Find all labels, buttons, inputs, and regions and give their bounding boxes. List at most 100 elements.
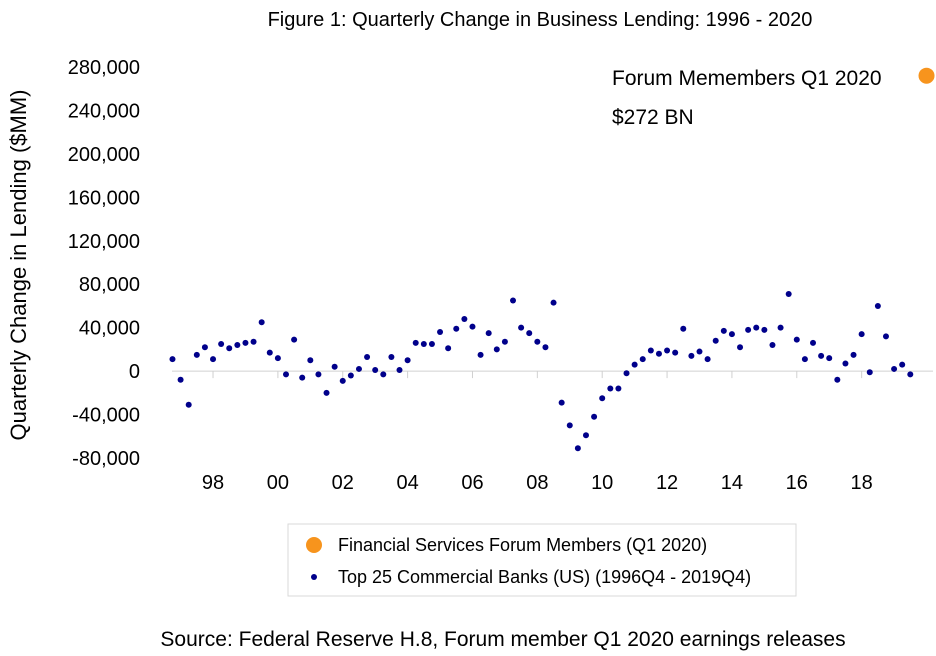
top25-bank-point [380,371,387,378]
top25-bank-point [680,325,687,332]
y-tick-label: 240,000 [68,100,140,122]
top25-bank-point [615,385,622,392]
annotation-title: Forum Memembers Q1 2020 [612,67,882,90]
top25-bank-point [753,324,760,331]
legend-box [287,523,797,597]
top25-bank-point [299,374,306,381]
top25-bank-point [250,338,257,345]
top25-bank-point [534,338,541,345]
y-tick-label: 80,000 [79,274,140,296]
top25-bank-point [469,323,476,330]
x-tick-label: 16 [786,472,808,494]
top25-bank-point [218,340,225,347]
y-axis-label: Quarterly Change in Lending ($MM) [6,90,31,441]
top25-bank-point [291,336,298,343]
y-tick-label: -80,000 [72,448,140,470]
top25-bank-point [445,345,452,352]
top25-bank-point [420,340,427,347]
top25-bank-point [566,422,573,429]
top25-bank-point [331,363,338,370]
top25-bank-point [412,339,419,346]
top25-bank-point [761,326,768,333]
top25-bank-point [882,333,889,340]
top25-bank-point [858,331,865,338]
y-axis-ticks: 280,000 240,000 200,000 160,000 120,000 80,00… [68,57,140,470]
top25-bank-point [785,290,792,297]
top25-bank-point [542,344,549,351]
top25-bank-point [477,351,484,358]
x-tick-label: 10 [591,472,613,494]
top25-bank-point [274,355,281,362]
y-tick-label: 0 [129,361,140,383]
top25-bank-point [364,353,371,360]
top25-bank-point [591,413,598,420]
top25-bank-point [485,330,492,337]
top25-bank-point [574,445,581,452]
top25-bank-point [282,371,289,378]
top25-bank-point [428,340,435,347]
top25-bank-point [169,356,176,363]
top25-bank-point [672,349,679,356]
x-tick-label: 18 [851,472,873,494]
top25-bank-point [810,339,817,346]
top25-bank-point [185,401,192,408]
forum-member-point [918,67,935,84]
x-tick-label: 04 [396,472,418,494]
top25-bank-point [769,342,776,349]
top25-bank-point [745,326,752,333]
top25-bank-point [639,356,646,363]
top25-bank-point [631,361,638,368]
top25-bank-point [899,361,906,368]
legend-marker-forum [306,537,322,553]
top25-bank-point [388,353,395,360]
y-tick-label: 160,000 [68,187,140,209]
top25-bank-point [728,331,735,338]
top25-bank-point [177,376,184,383]
top25-bank-point [201,344,208,351]
top25-bank-point [404,357,411,364]
top25-bank-point [323,389,330,396]
data-points [169,67,935,452]
y-tick-label: 200,000 [68,144,140,166]
y-tick-label: 280,000 [68,57,140,79]
x-tick-label: 98 [202,472,224,494]
top25-bank-point [664,347,671,354]
top25-bank-point [437,329,444,336]
x-tick-label: 12 [656,472,678,494]
top25-bank-point [266,349,273,356]
legend-marker-top25 [311,574,317,580]
top25-bank-point [599,395,606,402]
top25-bank-point [193,351,200,358]
top25-bank-point [558,399,565,406]
top25-bank-point [461,315,468,322]
top25-bank-point [704,356,711,363]
top25-bank-point [720,327,727,334]
top25-bank-point [842,360,849,367]
x-tick-label: 02 [332,472,354,494]
top25-bank-point [801,356,808,363]
legend-label-forum: Financial Services Forum Members (Q1 202… [338,535,707,555]
top25-bank-point [315,371,322,378]
x-axis-ticks: 98 00 02 04 06 08 10 12 14 16 18 [202,371,873,494]
top25-bank-point [339,377,346,384]
legend-label-top25: Top 25 Commercial Banks (US) (1996Q4 - 2… [338,567,751,587]
top25-bank-point [355,365,362,372]
top25-bank-point [907,371,914,378]
top25-bank-point [777,324,784,331]
top25-bank-point [453,325,460,332]
legend: Financial Services Forum Members (Q1 202… [287,523,797,597]
top25-bank-point [258,319,265,326]
top25-bank-point [623,370,630,377]
top25-bank-point [891,365,898,372]
top25-bank-point [874,302,881,309]
top25-bank-point [688,352,695,359]
y-tick-label: 120,000 [68,231,140,253]
x-tick-label: 06 [461,472,483,494]
top25-bank-point [712,337,719,344]
x-tick-label: 00 [267,472,289,494]
top25-bank-point [526,330,533,337]
top25-bank-point [550,299,557,306]
y-tick-label: 40,000 [79,318,140,340]
